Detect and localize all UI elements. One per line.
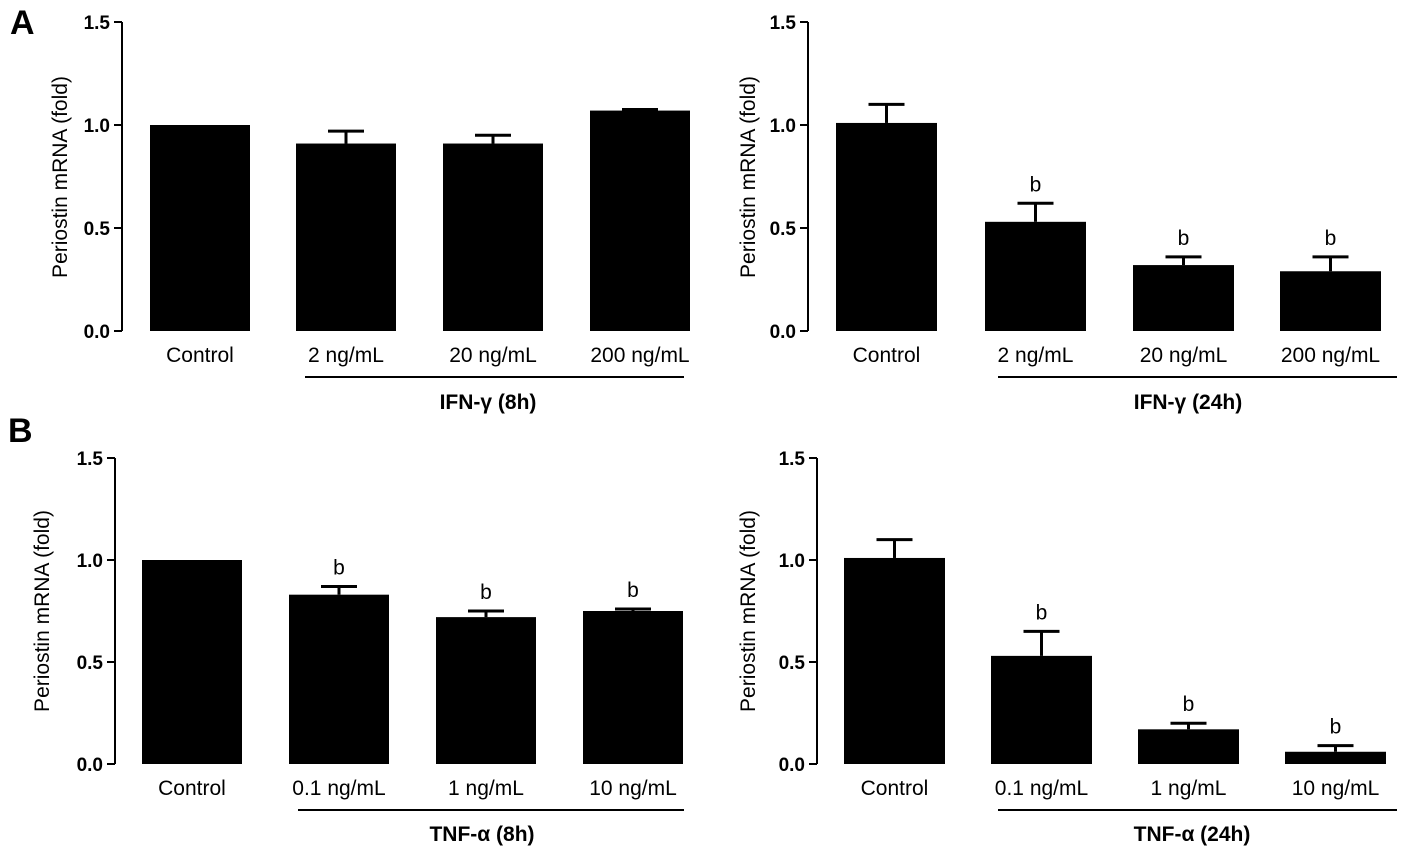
category-label: 0.1 ng/mL [995, 777, 1088, 800]
bar [590, 110, 690, 331]
y-axis-label: Periostin mRNA (fold) [737, 510, 760, 712]
y-tick-label: 0.5 [77, 653, 104, 674]
bar [289, 594, 389, 764]
chart-ifn-24h: 0.0 0.5 1.0 1.5 Periostin mRNA (fold) Control… [737, 13, 1397, 414]
group-label: IFN-γ (24h) [1134, 391, 1243, 414]
bar [436, 617, 536, 764]
category-label: 2 ng/mL [308, 344, 384, 367]
significance-label: b [1330, 716, 1342, 739]
category-label: 200 ng/mL [1281, 344, 1380, 367]
chart-tnf-24h: 0.0 0.5 1.0 1.5 Periostin mRNA (fold) Control… [737, 449, 1397, 846]
category-label: 1 ng/mL [448, 777, 524, 800]
chart-ifn-8h: 0.0 0.5 1.0 1.5 Periostin mRNA (fold) Control… [49, 13, 690, 414]
significance-label: b [480, 581, 492, 604]
category-label: Control [166, 344, 234, 367]
bar [1280, 271, 1381, 331]
y-tick-label: 1.0 [84, 116, 110, 137]
category-label: 10 ng/mL [1292, 777, 1380, 800]
y-tick-label: 0.0 [770, 322, 796, 343]
category-label: Control [158, 777, 226, 800]
y-tick-label: 1.5 [779, 449, 806, 470]
y-tick-label: 0.0 [84, 322, 110, 343]
chart-tnf-8h: 0.0 0.5 1.0 1.5 Periostin mRNA (fold) Control… [31, 449, 684, 846]
category-label: 20 ng/mL [449, 344, 537, 367]
y-axis-label: Periostin mRNA (fold) [737, 76, 760, 278]
category-label: 10 ng/mL [589, 777, 677, 800]
y-axis-label: Periostin mRNA (fold) [31, 510, 54, 712]
significance-label: b [1030, 173, 1042, 196]
panel-label-b: B [8, 412, 33, 450]
y-axis-label: Periostin mRNA (fold) [49, 76, 72, 278]
group-label: TNF-α (8h) [429, 823, 534, 846]
bar [991, 655, 1092, 764]
bar [583, 611, 683, 764]
group-label: TNF-α (24h) [1134, 823, 1251, 846]
y-tick-label: 1.5 [84, 13, 111, 34]
category-label: Control [861, 777, 929, 800]
bar [1285, 751, 1386, 764]
panel-label-a: A [10, 4, 35, 42]
bar [844, 557, 945, 764]
y-tick-label: 0.0 [77, 755, 103, 776]
bar [985, 221, 1086, 331]
y-tick-label: 1.5 [77, 449, 104, 470]
y-tick-label: 1.5 [770, 13, 797, 34]
y-tick-label: 0.5 [84, 219, 111, 240]
bar [1133, 265, 1234, 331]
bar [443, 143, 543, 331]
category-label: 200 ng/mL [590, 344, 689, 367]
bar [836, 122, 937, 331]
significance-label: b [1183, 693, 1195, 716]
significance-label: b [1036, 601, 1048, 624]
y-tick-label: 0.0 [779, 755, 805, 776]
y-tick-label: 1.0 [779, 551, 805, 572]
bar [150, 125, 250, 331]
group-label: IFN-γ (8h) [440, 391, 537, 414]
significance-label: b [1325, 227, 1337, 250]
category-label: 1 ng/mL [1151, 777, 1227, 800]
category-label: 0.1 ng/mL [292, 777, 385, 800]
y-tick-label: 1.0 [770, 116, 796, 137]
category-label: Control [853, 344, 921, 367]
category-label: 2 ng/mL [998, 344, 1074, 367]
bar [142, 560, 242, 764]
bar [296, 143, 396, 331]
y-tick-label: 0.5 [770, 219, 797, 240]
y-tick-label: 1.0 [77, 551, 103, 572]
significance-label: b [1178, 227, 1190, 250]
bar [1138, 729, 1239, 764]
significance-label: b [627, 579, 639, 602]
significance-label: b [333, 557, 345, 580]
y-tick-label: 0.5 [779, 653, 806, 674]
category-label: 20 ng/mL [1140, 344, 1228, 367]
